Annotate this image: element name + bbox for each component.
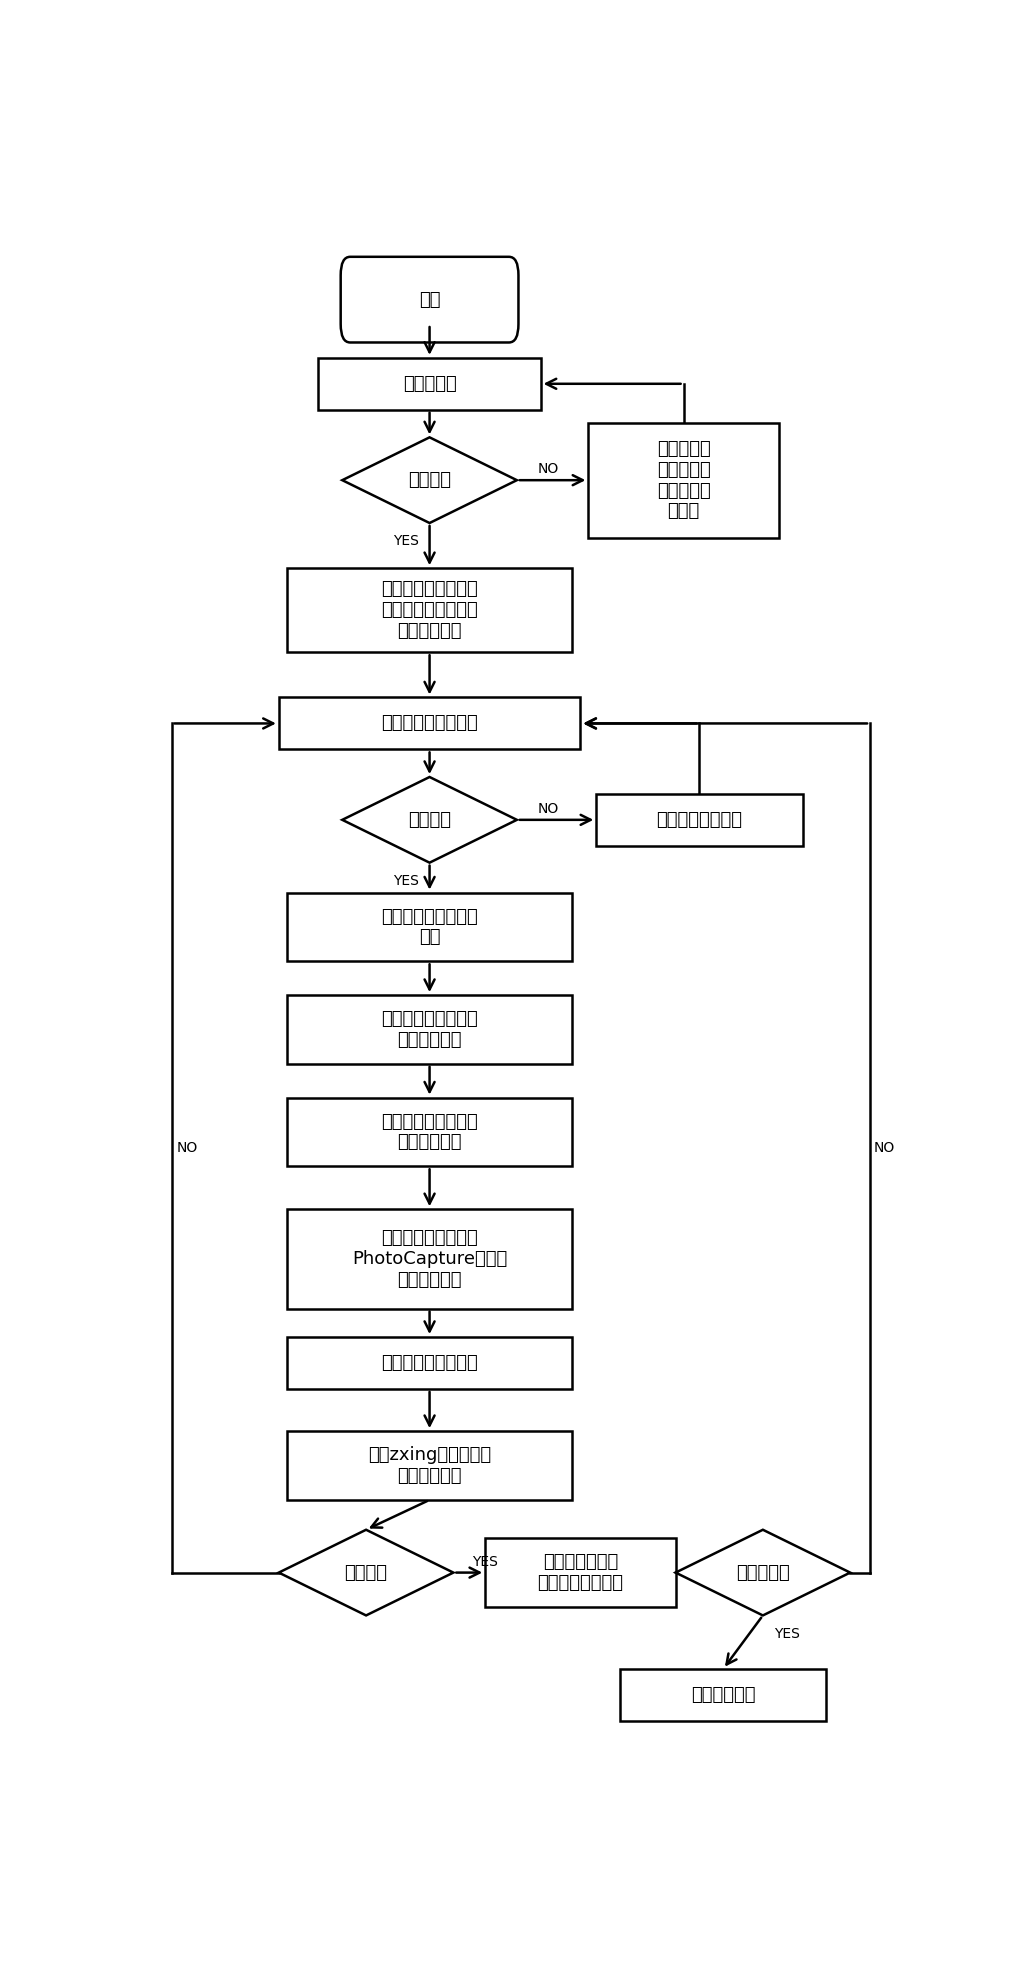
Text: NO: NO bbox=[177, 1141, 199, 1154]
Text: YES: YES bbox=[393, 535, 419, 548]
Bar bbox=[287, 1337, 572, 1389]
Text: 将图像进行垂直翻转: 将图像进行垂直翻转 bbox=[381, 1353, 478, 1371]
Bar bbox=[287, 1097, 572, 1166]
Text: 调用zxing库对二维码
图像进行解码: 调用zxing库对二维码 图像进行解码 bbox=[368, 1447, 492, 1484]
Bar bbox=[485, 1538, 676, 1607]
Text: 对图像进行裁剪，保
留二维码区域: 对图像进行裁剪，保 留二维码区域 bbox=[381, 1009, 478, 1049]
Bar bbox=[620, 1669, 826, 1721]
Text: 有对应场景: 有对应场景 bbox=[736, 1564, 790, 1582]
Text: 将投影坐标系转换为
PhotoCapture拍摄的
图像上的坐标: 将投影坐标系转换为 PhotoCapture拍摄的 图像上的坐标 bbox=[352, 1230, 507, 1290]
Text: YES: YES bbox=[393, 874, 419, 888]
Text: 求世界坐标系中的二
维码瞄准坐标: 求世界坐标系中的二 维码瞄准坐标 bbox=[381, 1113, 478, 1150]
Text: 提示打开摄
像头失败，
并重新启动
摄像头: 提示打开摄 像头失败， 并重新启动 摄像头 bbox=[656, 439, 711, 521]
Text: 摄像头捕获单击手势: 摄像头捕获单击手势 bbox=[381, 715, 478, 733]
Text: YES: YES bbox=[774, 1627, 800, 1641]
Text: NO: NO bbox=[873, 1141, 895, 1154]
Text: 解码成功: 解码成功 bbox=[345, 1564, 387, 1582]
Bar bbox=[287, 568, 572, 652]
Bar bbox=[287, 1431, 572, 1500]
Text: 开始: 开始 bbox=[419, 290, 440, 308]
Bar bbox=[588, 423, 778, 538]
Text: YES: YES bbox=[472, 1556, 498, 1570]
Text: 捕获成功: 捕获成功 bbox=[409, 811, 451, 829]
Bar bbox=[596, 795, 803, 846]
Text: 根据解析的字符
串，查找对应场景: 根据解析的字符 串，查找对应场景 bbox=[538, 1554, 624, 1592]
Text: 重新捕获单击手势: 重新捕获单击手势 bbox=[656, 811, 742, 829]
Polygon shape bbox=[342, 777, 517, 862]
Polygon shape bbox=[279, 1530, 454, 1615]
Text: 显示扫描方框，并文
字提示用户在此范围
内扫描二维码: 显示扫描方框，并文 字提示用户在此范围 内扫描二维码 bbox=[381, 580, 478, 640]
Polygon shape bbox=[676, 1530, 850, 1615]
FancyBboxPatch shape bbox=[341, 256, 518, 342]
Bar bbox=[318, 358, 541, 409]
Text: 加载对应场景: 加载对应场景 bbox=[691, 1687, 756, 1705]
Bar bbox=[287, 1210, 572, 1309]
Bar bbox=[287, 995, 572, 1063]
Text: 启动摄像头: 启动摄像头 bbox=[402, 376, 457, 393]
Text: NO: NO bbox=[538, 803, 559, 817]
Polygon shape bbox=[342, 437, 517, 523]
Bar bbox=[287, 892, 572, 962]
Text: 获取一帧摄像机图像
数据: 获取一帧摄像机图像 数据 bbox=[381, 908, 478, 946]
Text: NO: NO bbox=[538, 463, 559, 477]
Text: 启动成功: 启动成功 bbox=[409, 471, 451, 489]
Bar bbox=[279, 697, 581, 749]
